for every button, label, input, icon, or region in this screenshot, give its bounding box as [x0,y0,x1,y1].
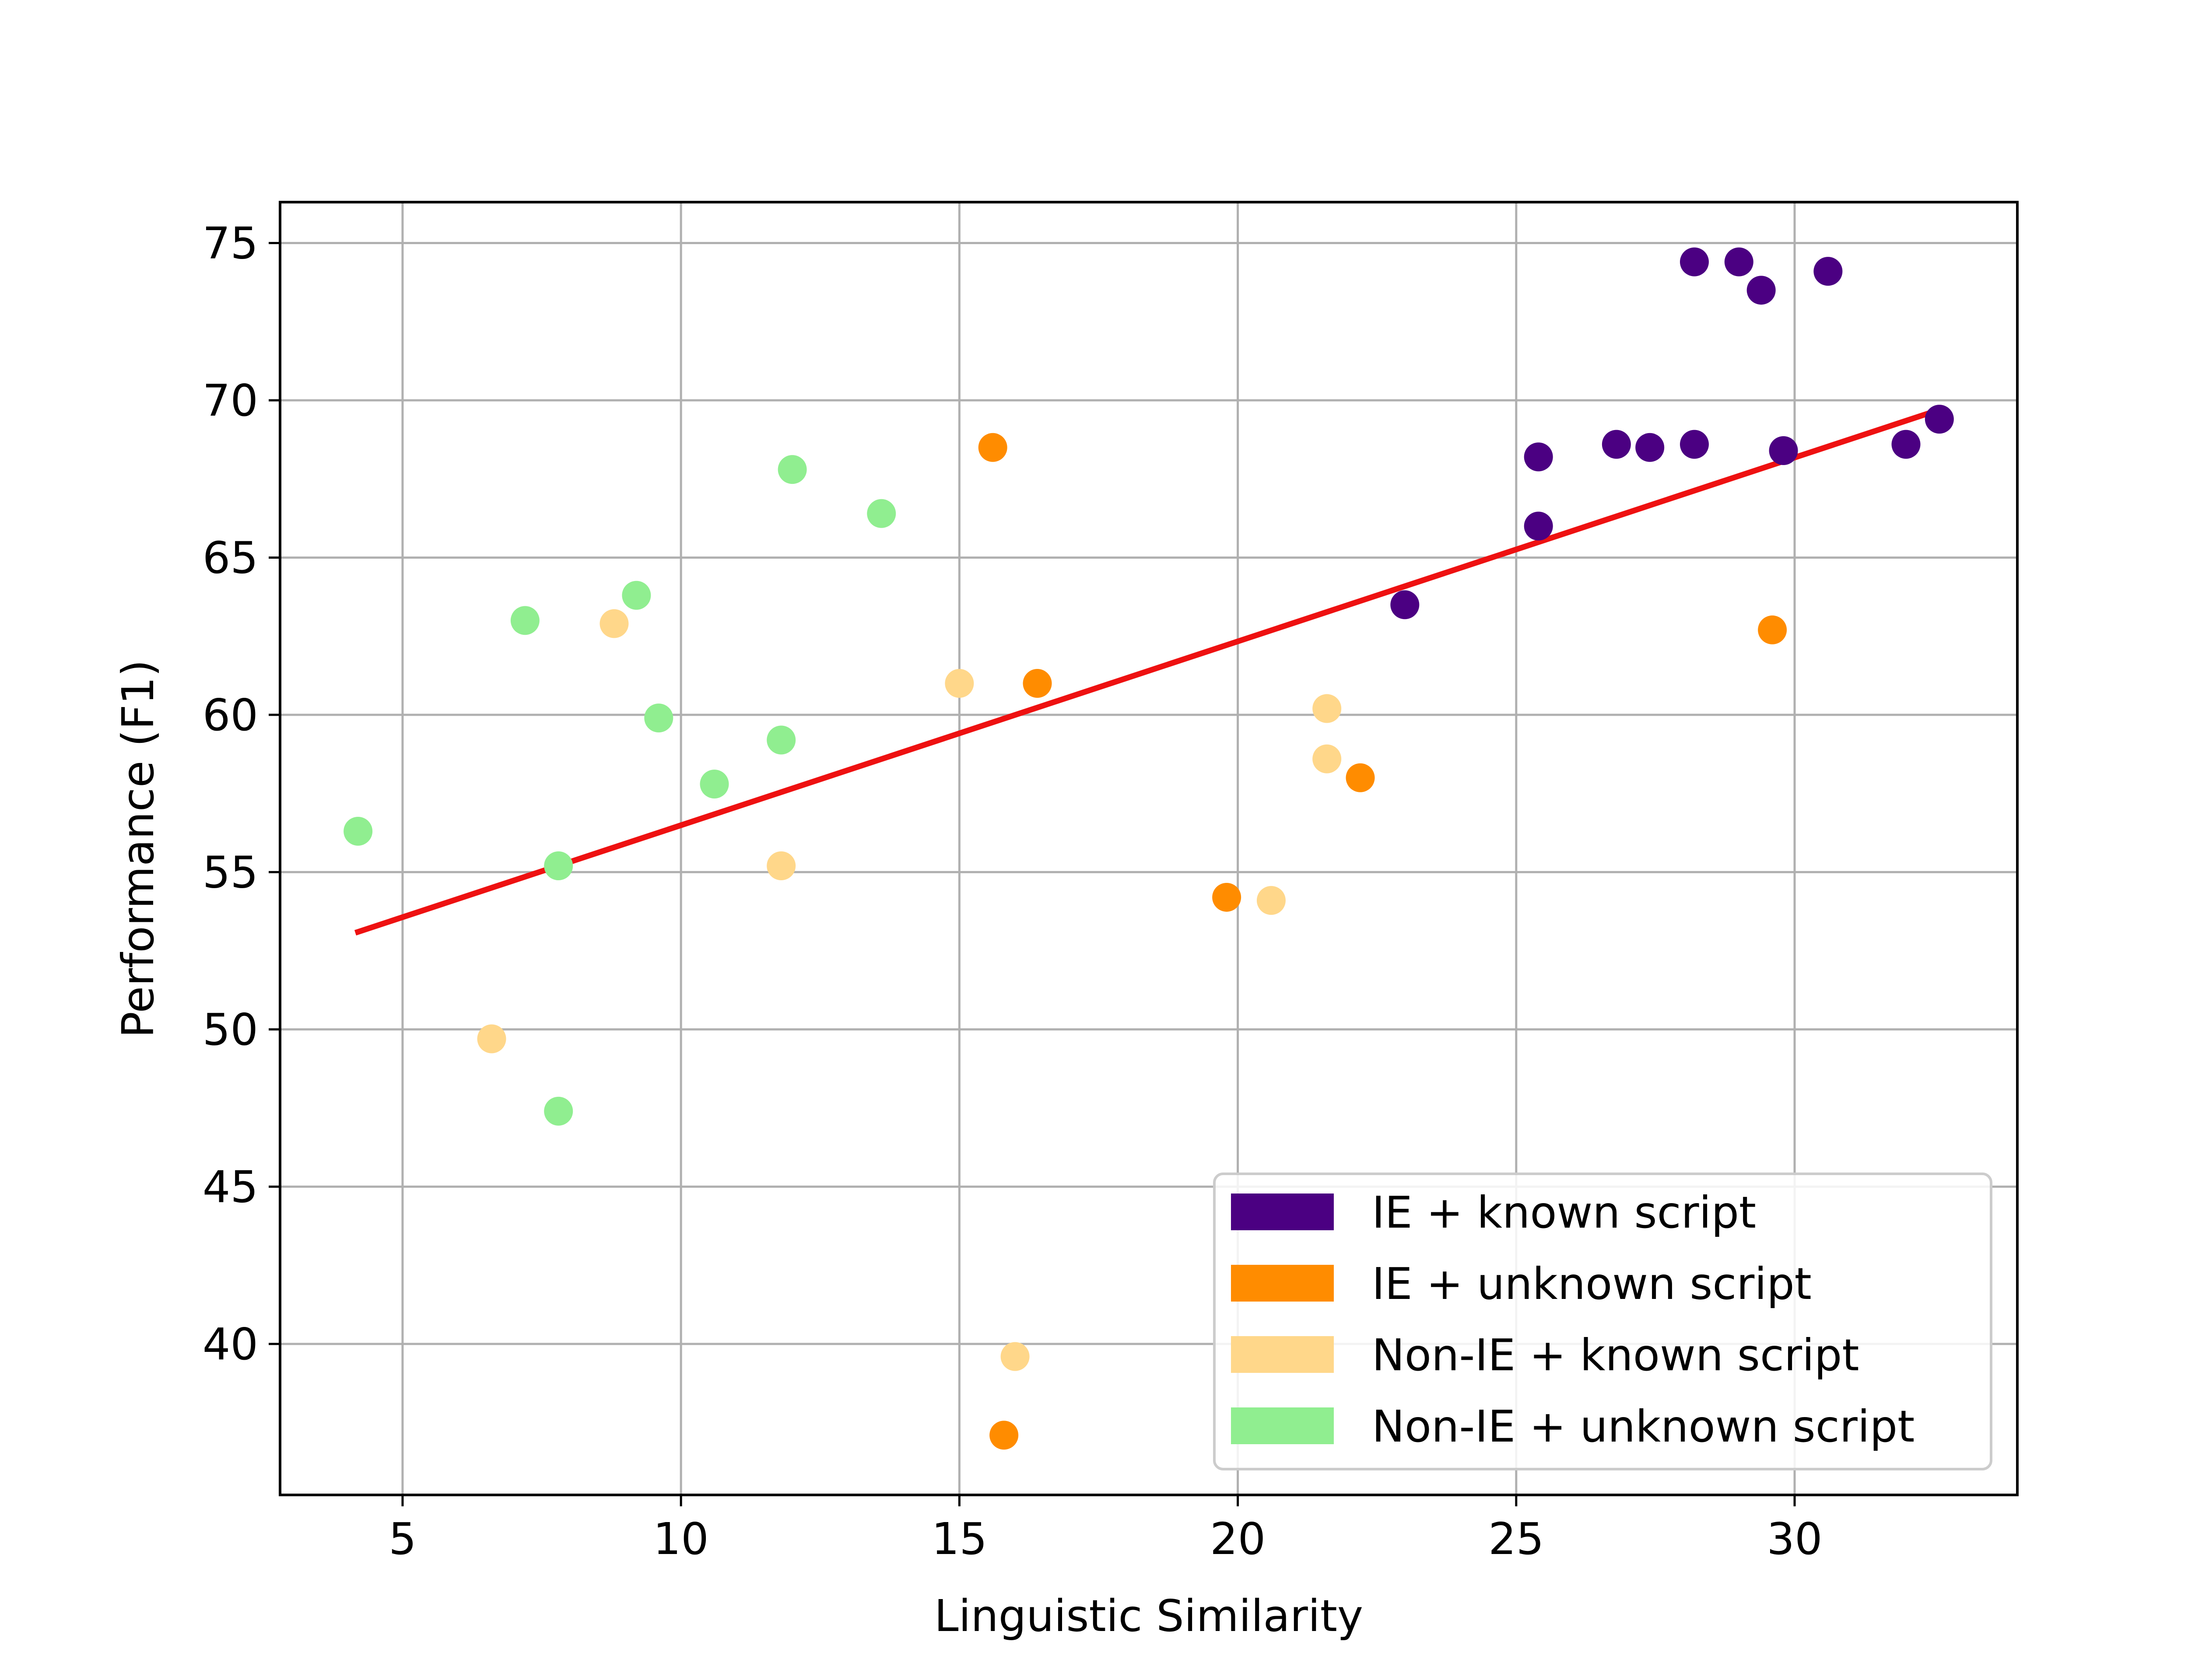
series-3 [477,609,1342,1371]
legend-label: Non-IE + unknown script [1372,1401,1914,1452]
legend-box [1213,1172,1992,1470]
y-tick-label: 65 [203,532,258,583]
data-point [989,1421,1019,1450]
data-point [767,725,796,755]
data-point [1390,590,1420,620]
data-point [1312,694,1342,723]
data-point [622,581,651,610]
data-point [344,816,373,846]
data-point [1635,433,1665,462]
y-tick-label: 55 [203,847,258,898]
data-points [344,247,1954,1450]
legend-swatch [1231,1407,1334,1444]
series-1 [1390,247,1954,620]
data-point [644,704,673,733]
legend: IE + known script IE + unknown script Non-… [1213,1172,1992,1470]
y-tick-label: 70 [203,375,258,426]
data-point [1724,247,1753,276]
y-tick-label: 60 [203,690,258,741]
data-point [700,770,729,799]
data-point [1746,276,1776,305]
data-point [1602,430,1631,459]
legend-swatch [1231,1265,1334,1302]
data-point [1813,257,1843,286]
data-point [600,609,629,638]
data-point [1680,247,1709,276]
data-point [544,1096,573,1126]
data-point [945,669,974,698]
data-point [1023,669,1052,698]
x-tick-label: 20 [1210,1513,1266,1564]
legend-swatch [1231,1336,1334,1373]
y-tick-label: 75 [203,217,258,269]
data-point [544,851,573,881]
data-point [1000,1342,1030,1371]
trend-line-layer [354,406,1943,936]
x-tick-label: 5 [389,1513,417,1564]
data-point [1925,405,1954,434]
series-4 [344,455,896,1126]
data-point [1346,763,1375,792]
data-point [767,851,796,881]
x-tick-label: 15 [932,1513,987,1564]
legend-label: Non-IE + known script [1372,1330,1859,1381]
legend-swatch [1231,1194,1334,1230]
x-tick-label: 10 [653,1513,709,1564]
data-point [1891,430,1921,459]
data-point [1256,886,1286,915]
x-axis-label: Linguistic Similarity [934,1590,1363,1642]
data-point [1524,511,1553,541]
data-point [510,606,540,635]
y-tick-label: 45 [203,1161,258,1212]
axis-ticks: 5 10 15 20 25 30 40 45 50 55 60 65 70 75 [203,217,1823,1564]
x-tick-label: 30 [1767,1513,1822,1564]
data-point [1212,882,1241,912]
data-point [1769,436,1798,465]
trend-line [354,406,1943,936]
y-tick-label: 50 [203,1004,258,1055]
y-tick-label: 40 [203,1319,258,1370]
legend-label: IE + known script [1372,1187,1756,1238]
data-point [1312,744,1342,774]
data-point [778,455,807,484]
plot-area-frame [279,201,2019,1496]
legend-label: IE + unknown script [1372,1258,1812,1309]
series-2 [978,433,1787,1450]
grid-lines [280,202,2017,1495]
data-point [1758,615,1787,644]
data-point [867,499,896,528]
data-point [978,433,1007,462]
x-tick-label: 25 [1488,1513,1544,1564]
y-axis-label: Performance (F1) [112,660,164,1038]
data-point [1680,430,1709,459]
data-point [477,1024,506,1054]
data-point [1524,442,1553,472]
